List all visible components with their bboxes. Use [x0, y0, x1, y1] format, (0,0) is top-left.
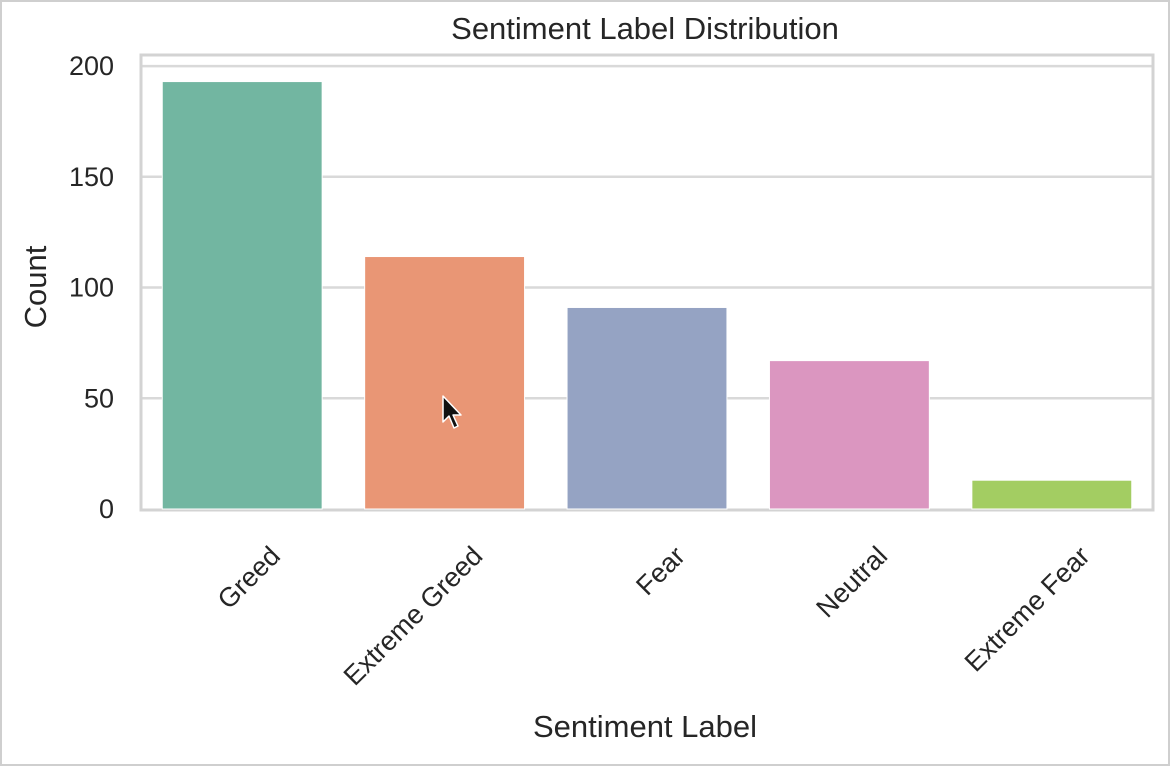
y-tick-label: 50: [84, 383, 114, 413]
chart-title: Sentiment Label Distribution: [451, 11, 839, 46]
x-tick-label: Fear: [630, 541, 690, 601]
x-tick-label: Extreme Fear: [959, 541, 1096, 678]
x-tick-label: Neutral: [810, 541, 893, 624]
bar-extreme-greed: [364, 256, 526, 510]
x-tick-label: Greed: [212, 541, 286, 615]
mouse-pointer-icon: [442, 395, 462, 429]
plot-area: [139, 53, 1155, 512]
x-tick-label: Extreme Greed: [338, 541, 489, 692]
y-tick-label: 100: [69, 273, 114, 303]
bar-fear: [566, 306, 728, 510]
y-tick-label: 0: [99, 494, 114, 524]
y-tick-label: 150: [69, 162, 114, 192]
bar-neutral: [768, 360, 930, 510]
bar-greed: [161, 81, 323, 510]
x-axis-label: Sentiment Label: [533, 709, 757, 744]
y-tick-label: 200: [69, 51, 114, 81]
y-axis-label: Count: [18, 245, 53, 328]
y-axis-ticks: 0 50 100 150 200: [69, 51, 114, 524]
x-axis-ticks: Greed Extreme Greed Fear Neutral Extreme Fea…: [212, 541, 1096, 692]
bars: [161, 81, 1133, 510]
bar-extreme-fear: [971, 479, 1133, 510]
